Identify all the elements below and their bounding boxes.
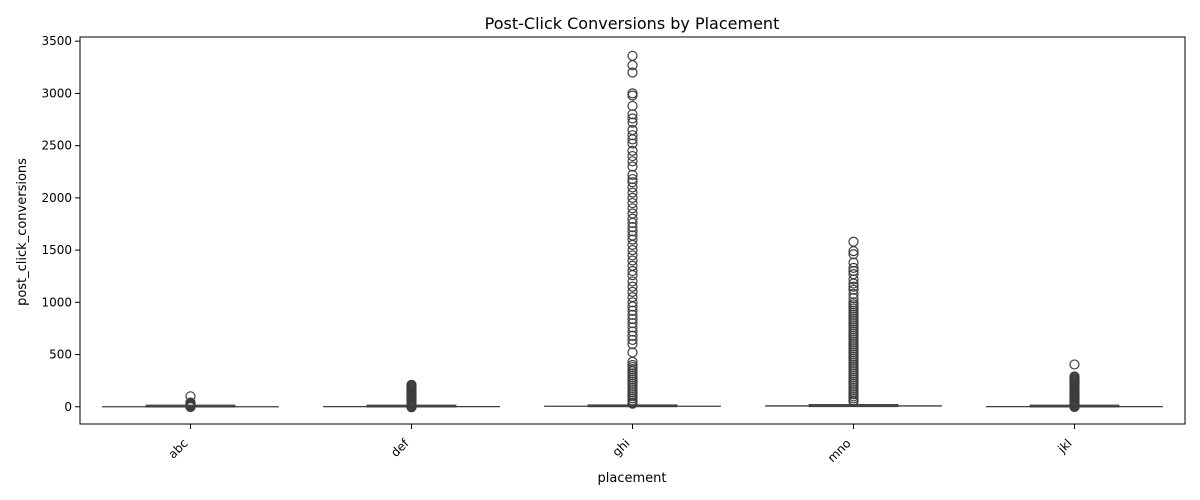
outlier-point: [1069, 401, 1080, 413]
outlier-point: [627, 322, 638, 333]
outlier-point: [627, 270, 638, 281]
outlier-point: [627, 250, 638, 261]
outlier-point: [627, 138, 638, 149]
x-axis-label: placement: [598, 471, 667, 486]
y-axis-label: post_click_conversions: [15, 158, 30, 306]
outlier-point: [627, 330, 638, 341]
outlier-point: [627, 130, 638, 141]
y-tick-label: 1000: [41, 295, 72, 309]
outlier-point: [627, 90, 638, 101]
outlier-point: [627, 60, 638, 71]
y-tick-label: 3500: [41, 34, 72, 48]
outlier-point: [627, 182, 638, 193]
outlier-point: [627, 88, 638, 99]
outlier-point: [627, 113, 638, 124]
outlier-point: [627, 326, 638, 337]
box-ghi: [544, 50, 721, 409]
outlier-point: [627, 239, 638, 250]
y-tick-label: 500: [49, 348, 72, 362]
outlier-point: [848, 278, 859, 289]
outlier-point: [848, 274, 859, 285]
outlier-point: [627, 281, 638, 292]
outlier-point: [406, 402, 417, 413]
outlier-point: [185, 401, 196, 413]
outlier-point: [627, 192, 638, 203]
outlier-point: [627, 301, 638, 312]
outlier-point: [627, 156, 638, 167]
outlier-point: [627, 276, 638, 287]
outlier-point: [848, 236, 859, 247]
x-tick-label: abc: [165, 436, 190, 461]
y-tick-label: 1500: [41, 243, 72, 257]
outlier-point: [848, 284, 859, 295]
outlier-point: [848, 288, 859, 300]
outlier-point: [627, 286, 638, 297]
outlier-point: [627, 117, 638, 128]
outlier-point: [848, 262, 859, 273]
outlier-point: [627, 398, 638, 409]
outlier-point: [848, 281, 859, 292]
outlier-point: [848, 246, 859, 257]
outlier-point: [627, 244, 638, 256]
outlier-point: [627, 187, 638, 198]
outlier-point: [627, 260, 638, 271]
plot-area: 0 500 1000 1500 2000 2500 3000 3500 abc def ghi mno…: [41, 34, 1186, 465]
outlier-point: [627, 145, 638, 156]
outlier-point: [627, 234, 638, 245]
outlier-point: [627, 313, 638, 325]
x-tick-label: mno: [825, 436, 854, 465]
outlier-point: [627, 173, 638, 185]
outlier-point: [627, 208, 638, 219]
outlier-point: [627, 338, 638, 350]
x-tick-label: ghi: [610, 436, 633, 459]
outlier-point: [627, 226, 638, 237]
y-tick-label: 2000: [41, 191, 72, 205]
y-tick-label: 2500: [41, 139, 72, 153]
outlier-point: [627, 169, 638, 180]
outlier-point: [627, 67, 638, 78]
outlier-point: [627, 255, 638, 266]
outlier-point: [627, 177, 638, 188]
outlier-point: [627, 265, 638, 277]
outlier-point: [627, 217, 638, 229]
outlier-point: [627, 213, 638, 224]
outlier-point: [627, 203, 638, 214]
outlier-point: [627, 334, 638, 346]
outlier-point: [627, 134, 638, 145]
outlier-point: [627, 197, 638, 209]
outlier-point: [1069, 359, 1080, 370]
outlier-point: [848, 249, 859, 260]
outlier-point: [627, 309, 638, 320]
y-tick-label: 3000: [41, 86, 72, 100]
y-tick-label: 0: [64, 400, 72, 414]
outlier-point: [627, 150, 638, 162]
outlier-point: [627, 222, 638, 233]
outlier-point: [627, 291, 638, 303]
box-abc: [102, 391, 279, 413]
box-mno: [765, 236, 942, 408]
outlier-point: [627, 50, 638, 61]
box-jkl: [986, 359, 1163, 413]
x-tick-label: def: [388, 436, 412, 460]
outlier-point: [627, 161, 638, 172]
outlier-point: [848, 265, 859, 277]
x-tick-label: jkl: [1054, 436, 1074, 456]
box-def: [323, 379, 500, 413]
outlier-point: [627, 100, 638, 112]
outlier-point: [627, 318, 638, 329]
chart-title: Post-Click Conversions by Placement: [485, 14, 780, 33]
outlier-point: [627, 347, 638, 358]
outlier-point: [627, 297, 638, 308]
outlier-point: [848, 257, 859, 268]
outlier-point: [848, 396, 859, 407]
outlier-point: [627, 305, 638, 316]
outlier-point: [627, 109, 638, 120]
outlier-point: [848, 293, 859, 304]
